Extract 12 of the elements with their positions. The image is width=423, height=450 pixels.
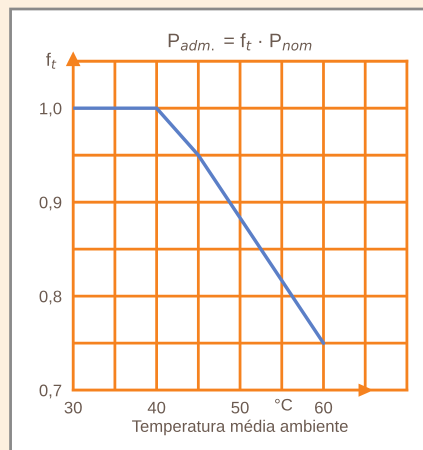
- x-tick-label: 60: [315, 402, 332, 414]
- text: °C: [275, 398, 292, 411]
- x-tick-label: 30: [64, 402, 82, 414]
- y-tick-label: 0,8: [40, 290, 62, 304]
- y-tick-label: 0,7: [40, 384, 62, 398]
- x-tick-label: 50: [231, 402, 249, 414]
- y-axis-title: f$_{t}$: [46, 52, 56, 69]
- x-axis-title: Temperatura média ambiente: [132, 420, 348, 436]
- chart-title: P$_{adm.}$ = f$_{t}$ · P$_{nom}$: [168, 33, 312, 51]
- x-tick-label: 40: [148, 402, 166, 414]
- y-tick-label: 1,0: [40, 102, 62, 116]
- y-tick-label: 0,9: [40, 196, 62, 210]
